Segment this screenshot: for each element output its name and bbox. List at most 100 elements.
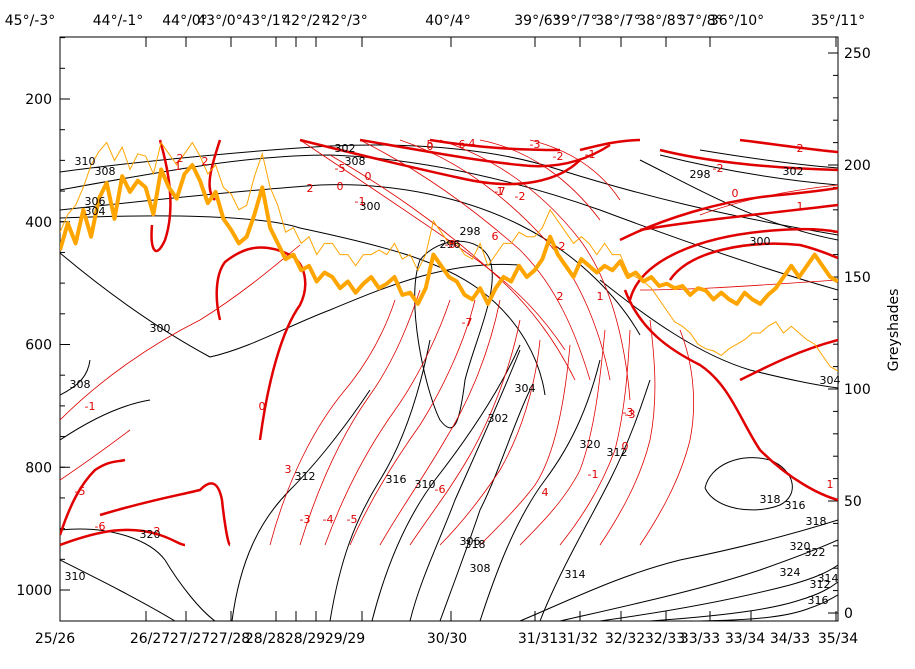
isoline-labels: 3103083063043023002982963003023043063083… — [65, 137, 841, 607]
bottom-tick-label: 32/33 — [645, 631, 685, 647]
top-tick-label: 39°/7° — [552, 13, 597, 29]
isoline-adv-upper-left — [150, 139, 172, 253]
isoline-label-black: 304 — [820, 374, 841, 387]
isoline-label-red: 2 — [202, 155, 209, 168]
isoline-adv-0-left — [60, 458, 126, 536]
isoline-label-red: -7 — [495, 185, 506, 198]
isoline-label-black: 310 — [65, 570, 86, 583]
isoline-label-black: 310 — [75, 155, 96, 168]
isoline-label-black: 320 — [140, 528, 161, 541]
isoline-theta-312 — [599, 279, 838, 389]
bottom-tick-label: 27/28 — [210, 631, 250, 647]
isoline-label-red: 0 — [732, 187, 739, 200]
top-tick-label: 42°/3° — [322, 13, 367, 29]
bottom-tick-label: 33/33 — [680, 631, 720, 647]
right-tick-label: 150 — [844, 270, 871, 286]
right-axis-greyshades: 0 50 100 150 200 250 — [828, 46, 871, 622]
isoline-label-red: 6 — [459, 138, 466, 151]
isoline-label-black: 308 — [95, 165, 116, 178]
isoline-adv-top — [299, 138, 581, 186]
left-tick-label: 1000 — [16, 583, 52, 599]
isoline-adv-right-loop2 — [668, 242, 838, 281]
isoline-label-red: -3 — [623, 406, 634, 419]
isoline-label-black: 324 — [780, 566, 801, 579]
bottom-tick-label: 28/28 — [245, 631, 285, 647]
isoline-label-black: 302 — [335, 142, 356, 155]
isoline-label-red: -2 — [713, 162, 724, 175]
isoline-adv-right-low — [623, 289, 838, 502]
isoline-label-black: 320 — [790, 540, 811, 553]
isoline-label-black: 316 — [808, 594, 829, 607]
isoline-label-red: -1 — [588, 468, 599, 481]
isoline-label-red: 5 — [427, 138, 434, 151]
isoline-label-red: -3 — [530, 138, 541, 151]
isoline-label-red: -1 — [585, 148, 596, 161]
isoline-theta-304c — [409, 349, 521, 621]
isoline-theta-320 — [649, 581, 838, 621]
isoline-theta-298 — [60, 359, 91, 396]
isoline-theta-310c — [539, 379, 651, 621]
isoline-theta-318 — [599, 564, 838, 621]
bottom-tick-label: 34/33 — [770, 631, 810, 647]
isoline-label-black: 308 — [345, 155, 366, 168]
isoline-label-red: 4 — [542, 486, 549, 499]
isoline-adv-right-mid — [739, 338, 838, 382]
isoline-label-black: 306 — [85, 195, 106, 208]
isoline-theta-322 — [699, 594, 838, 621]
isoline-label-red: -5 — [335, 162, 346, 175]
isoline-label-red: 2 — [797, 142, 804, 155]
isoline-label-red: -7 — [462, 316, 473, 329]
isoline-label-black: 308 — [470, 562, 491, 575]
isoline-adv-bottom — [60, 528, 186, 547]
isoline-label-black: 306 — [460, 535, 481, 548]
isoline-label-red: 1 — [175, 160, 182, 173]
isoline-theta-bubble — [414, 240, 493, 429]
top-axis-latlon: 45°/-3° 44°/-1° 44°/0°43°/0° 43°/1°42°/2°42… — [5, 13, 865, 47]
isoline-theta-320b — [699, 149, 838, 169]
top-tick-label: 40°/4° — [425, 13, 470, 29]
theta-isolines — [60, 144, 838, 621]
isoline-theta-304 — [60, 215, 546, 396]
bottom-tick-label: 26/27 — [130, 631, 170, 647]
isoline-label-black: 302 — [783, 165, 804, 178]
isoline-theta-300c — [329, 339, 431, 621]
isoline-label-red: 0 — [337, 180, 344, 193]
isoline-theta-308c — [479, 359, 601, 621]
isoline-theta-316 — [559, 539, 838, 621]
isoline-label-red: -8 — [445, 238, 456, 251]
isoline-label-black: 314 — [818, 572, 839, 585]
isoline-theta-300b — [60, 528, 216, 621]
bottom-tick-label: 27/27 — [170, 631, 210, 647]
isoline-adv-top-right3 — [579, 138, 641, 152]
bottom-tick-label: 32/32 — [605, 631, 645, 647]
isoline-label-black: 298 — [460, 225, 481, 238]
isoline-label-black: 298 — [690, 168, 711, 181]
isoline-label-black: 310 — [415, 478, 436, 491]
isoline-label-black: 304 — [515, 382, 536, 395]
isoline-label-red: 0 — [622, 440, 629, 453]
isoline-adv-top2 — [359, 138, 611, 168]
right-tick-label: 0 — [844, 606, 853, 622]
isoline-label-red: -2 — [150, 525, 161, 538]
isoline-label-red: 1 — [827, 478, 834, 491]
isoline-label-red: -2 — [553, 150, 564, 163]
bottom-tick-label: 31/31 — [518, 631, 558, 647]
bottom-tick-label: 33/34 — [725, 631, 765, 647]
isoline-label-red: -3 — [300, 513, 311, 526]
bottom-tick-label: 28/29 — [285, 631, 325, 647]
bottom-tick-label: 25/26 — [35, 631, 75, 647]
isoline-label-red: -5 — [347, 513, 358, 526]
top-tick-label: 43°/1° — [242, 13, 287, 29]
isoline-label-black: 318 — [806, 515, 827, 528]
left-tick-label: 800 — [25, 460, 52, 476]
isoline-label-red: -1 — [355, 195, 366, 208]
left-axis-pressure: 200 400 600 800 1000 — [16, 37, 70, 599]
bottom-tick-label: 35/34 — [818, 631, 858, 647]
isoline-theta-314 — [519, 519, 838, 621]
advection-thin-isolines — [60, 139, 838, 546]
isoline-label-red: 2 — [307, 182, 314, 195]
isoline-label-black: 316 — [785, 499, 806, 512]
isoline-label-red: 0 — [365, 170, 372, 183]
isoline-label-black: 314 — [565, 568, 586, 581]
